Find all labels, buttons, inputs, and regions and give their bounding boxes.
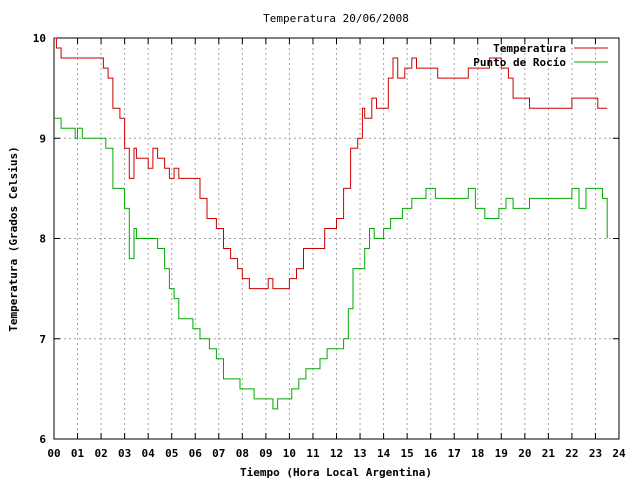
x-tick-label: 14 <box>377 447 391 460</box>
grid-lines <box>54 38 619 439</box>
x-tick-label: 17 <box>448 447 461 460</box>
x-tick-label: 09 <box>259 447 272 460</box>
x-axis-label: Tiempo (Hora Local Argentina) <box>240 466 432 479</box>
y-axis-label: Temperatura (Grados Celsius) <box>7 146 20 331</box>
x-tick-label: 01 <box>71 447 85 460</box>
y-tick-label: 9 <box>39 132 46 145</box>
y-axis-ticks: 6 7 8 9 10 <box>33 32 619 446</box>
x-tick-label: 20 <box>518 447 531 460</box>
y-tick-label: 8 <box>39 233 46 246</box>
x-tick-label: 22 <box>565 447 578 460</box>
x-tick-label: 05 <box>165 447 178 460</box>
data-series <box>54 37 608 410</box>
x-tick-label: 11 <box>306 447 320 460</box>
x-tick-label: 13 <box>353 447 366 460</box>
x-tick-label: 18 <box>471 447 484 460</box>
x-tick-label: 24 <box>612 447 626 460</box>
chart-title: Temperatura 20/06/2008 <box>263 12 409 25</box>
x-tick-label: 06 <box>189 447 203 460</box>
x-tick-label: 07 <box>212 447 225 460</box>
x-tick-label: 19 <box>495 447 508 460</box>
x-tick-label: 21 <box>542 447 556 460</box>
x-tick-label: 16 <box>424 447 438 460</box>
x-tick-label: 03 <box>118 447 131 460</box>
x-tick-label: 15 <box>401 447 414 460</box>
x-tick-label: 00 <box>47 447 60 460</box>
y-tick-label: 6 <box>39 433 46 446</box>
x-tick-label: 12 <box>330 447 343 460</box>
y-tick-label: 7 <box>39 333 46 346</box>
legend-label: Punto de Rocío <box>473 56 566 69</box>
x-tick-label: 10 <box>283 447 296 460</box>
x-tick-label: 04 <box>142 447 156 460</box>
legend-label: Temperatura <box>493 42 566 55</box>
x-axis-ticks: 00 01 02 03 04 05 06 07 08 09 10 11 12 13 14 15 16 17 18 19… <box>47 38 626 460</box>
x-tick-label: 23 <box>589 447 602 460</box>
series-line-temperatura <box>54 37 608 290</box>
series-line-punto-de-rocio <box>54 117 608 410</box>
x-tick-label: 02 <box>94 447 107 460</box>
x-tick-label: 08 <box>236 447 249 460</box>
y-tick-label: 10 <box>33 32 46 45</box>
